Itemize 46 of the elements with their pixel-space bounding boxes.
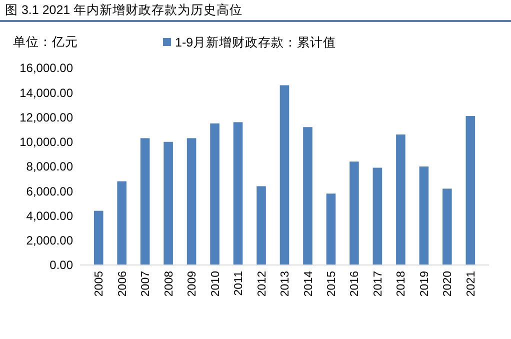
x-tick-label: 2019 <box>418 271 431 297</box>
bar <box>442 188 452 265</box>
x-tick-label: 2007 <box>140 271 152 297</box>
text: 单位：亿元 <box>13 35 78 49</box>
x-tick-label: 2012 <box>256 271 268 297</box>
x-tick-label: 2010 <box>210 271 222 297</box>
bar <box>280 85 290 265</box>
bar <box>372 168 382 265</box>
bar <box>233 122 243 265</box>
bar <box>326 194 336 265</box>
x-tick-label: 2016 <box>349 271 362 297</box>
x-tick-label: 2008 <box>163 271 176 297</box>
legend-label: 1-9月新增财政存款：累计值 <box>175 35 336 50</box>
x-tick-label: 2015 <box>326 271 338 297</box>
bar <box>256 186 266 265</box>
y-tick-label: 0.00 <box>50 258 74 272</box>
y-tick-label: 2,000.00 <box>26 234 74 248</box>
bar <box>396 134 406 265</box>
x-tick-label: 2006 <box>116 271 129 297</box>
y-tick-label: 6,000.00 <box>26 184 74 198</box>
y-tick-label: 16,000.00 <box>20 61 74 76</box>
x-tick-label: 2014 <box>302 270 315 297</box>
x-tick-label: 2013 <box>280 271 292 297</box>
x-tick-label: 2018 <box>396 271 408 297</box>
bar <box>210 123 220 265</box>
bar <box>303 127 312 265</box>
bar <box>466 116 476 265</box>
bar <box>117 181 126 265</box>
y-tick-label: 12,000.00 <box>20 110 74 124</box>
bar <box>94 210 104 265</box>
y-tick-label: 10,000.00 <box>20 135 74 150</box>
x-tick-label: 2017 <box>372 271 384 297</box>
x-tick-label: 2020 <box>442 271 454 297</box>
y-tick-label: 4,000.00 <box>26 208 74 223</box>
bar <box>140 138 150 265</box>
bar <box>350 162 359 265</box>
x-tick-label: 2011 <box>233 271 246 296</box>
x-tick-label: 2005 <box>94 271 106 297</box>
chart-title: 图 3.1 2021 年内新增财政存款为历史高位 <box>5 2 243 17</box>
bar <box>186 138 196 265</box>
bar <box>164 142 173 265</box>
x-tick-label: 2021 <box>465 271 478 297</box>
bar <box>419 166 429 265</box>
y-tick-label: 8,000.00 <box>26 160 74 174</box>
x-tick-label: 2009 <box>186 271 199 297</box>
y-tick-label: 14,000.00 <box>20 86 74 100</box>
